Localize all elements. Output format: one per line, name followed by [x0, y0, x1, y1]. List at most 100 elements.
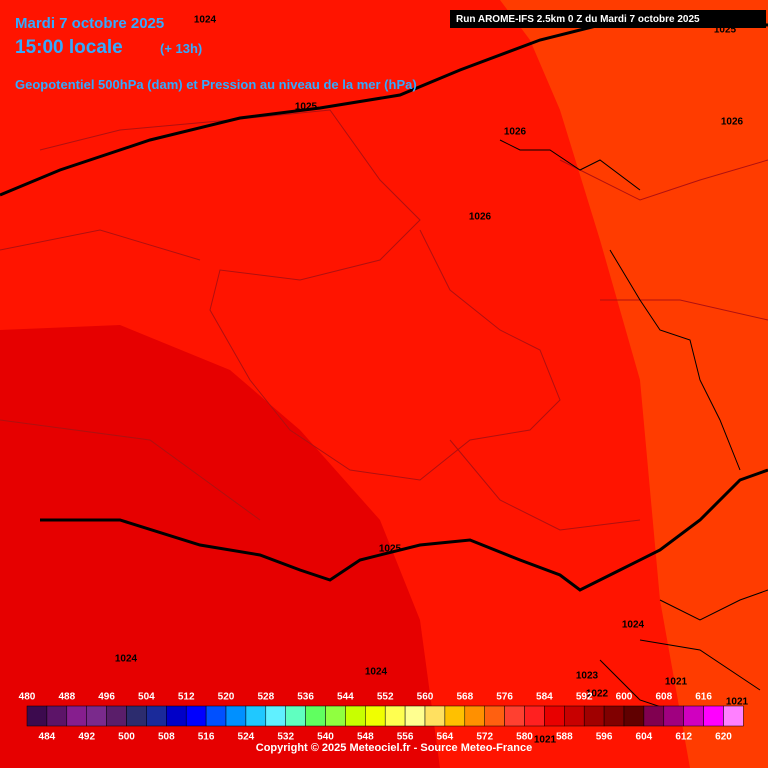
- legend-swatch: [384, 705, 406, 727]
- legend-swatch: [305, 705, 326, 727]
- legend-label: 488: [58, 692, 75, 703]
- legend-swatch: [285, 705, 306, 727]
- run-info: Run AROME-IFS 2.5km 0 Z du Mardi 7 octob…: [456, 14, 700, 25]
- legend-swatch: [464, 705, 485, 727]
- legend-label: 568: [456, 692, 473, 703]
- legend-swatch: [404, 705, 426, 727]
- time: 15:00 locale: [15, 37, 123, 58]
- legend-swatch: [325, 705, 346, 727]
- legend-swatch: [504, 705, 525, 727]
- legend-label: 560: [417, 692, 434, 703]
- legend-label: 484: [39, 732, 56, 743]
- isobar-label: 1024: [365, 667, 388, 678]
- legend-label: 576: [496, 692, 513, 703]
- legend-swatch: [146, 705, 167, 727]
- isobar-label: 1026: [504, 127, 527, 138]
- legend-label: 516: [198, 732, 215, 743]
- legend-label: 612: [675, 732, 692, 743]
- legend-label: 600: [616, 692, 633, 703]
- legend-label: 616: [695, 692, 712, 703]
- legend-label: 548: [357, 732, 374, 743]
- legend-swatch: [683, 705, 704, 727]
- isobar-label: 1025: [379, 544, 402, 555]
- legend-label: 524: [238, 732, 255, 743]
- legend-swatch: [225, 705, 247, 727]
- isobar-label: 1026: [721, 117, 744, 128]
- copyright: Copyright © 2025 Meteociel.fr - Source M…: [256, 742, 532, 754]
- isobar-label: 1022: [586, 689, 609, 700]
- legend-swatch: [484, 705, 505, 727]
- legend-label: 588: [556, 732, 573, 743]
- legend: 480 484 488 492 496 500 504 508 512 516 520 524 528 5…: [19, 692, 744, 743]
- legend-swatch: [66, 705, 87, 727]
- legend-label: 564: [437, 732, 454, 743]
- legend-label: 580: [516, 732, 533, 743]
- legend-swatch: [166, 705, 187, 727]
- coastlines: [499, 139, 768, 721]
- legend-swatch: [723, 705, 744, 727]
- date: Mardi 7 octobre 2025: [15, 15, 164, 32]
- legend-label: 596: [596, 732, 613, 743]
- legend-swatch: [46, 705, 68, 727]
- legend-swatch: [643, 705, 665, 727]
- legend-label: 552: [377, 692, 394, 703]
- legend-label: 492: [78, 732, 95, 743]
- legend-label: 528: [257, 692, 274, 703]
- legend-swatch: [623, 705, 645, 727]
- legend-label: 520: [218, 692, 235, 703]
- legend-swatch: [703, 705, 724, 727]
- isobar-label: 1024: [622, 620, 645, 631]
- legend-label: 556: [397, 732, 414, 743]
- isobar-label: 1021: [534, 735, 557, 746]
- legend-label: 620: [715, 732, 732, 743]
- legend-swatch: [126, 705, 147, 727]
- legend-swatch: [424, 705, 446, 727]
- legend-swatch: [544, 705, 565, 727]
- legend-swatch: [524, 705, 545, 727]
- legend-label: 604: [636, 732, 653, 743]
- legend-swatch: [365, 705, 386, 727]
- legend-label: 496: [98, 692, 115, 703]
- run-banner: [450, 10, 766, 28]
- isobar-label: 1021: [665, 677, 688, 688]
- legend-swatch: [86, 705, 107, 727]
- isobar-label: 1024: [115, 654, 138, 665]
- isobar-labels: 1024 1025 1026 1026 1026 1025 1024 1024 1024 1023…: [115, 15, 749, 746]
- legend-swatch: [345, 705, 366, 727]
- lead-time: (+ 13h): [160, 41, 202, 56]
- legend-label: 512: [178, 692, 195, 703]
- legend-swatch: [603, 705, 625, 727]
- legend-swatch: [583, 705, 605, 727]
- legend-swatch: [245, 705, 267, 727]
- legend-swatch: [265, 705, 286, 727]
- legend-label: 592: [576, 692, 593, 703]
- isobar-label: 1025: [714, 25, 737, 36]
- legend-label: 584: [536, 692, 553, 703]
- legend-label: 572: [476, 732, 493, 743]
- legend-label: 608: [655, 692, 672, 703]
- field-dark: [0, 325, 440, 768]
- legend-label: 480: [19, 692, 36, 703]
- borders: [0, 109, 768, 531]
- isobar-label: 1021: [726, 697, 749, 708]
- isobar-label: 1024: [194, 15, 217, 26]
- legend-label: 500: [118, 732, 135, 743]
- legend-swatch: [205, 705, 227, 727]
- legend-label: 540: [317, 732, 334, 743]
- legend-swatch: [564, 705, 585, 727]
- isobar-label: 1023: [576, 671, 599, 682]
- legend-label: 504: [138, 692, 155, 703]
- legend-label: 532: [277, 732, 294, 743]
- legend-label: 536: [297, 692, 314, 703]
- legend-swatch: [663, 705, 684, 727]
- legend-swatch: [106, 705, 127, 727]
- legend-label: 544: [337, 692, 354, 703]
- isobar-label: 1025: [295, 102, 318, 113]
- legend-swatch: [185, 705, 207, 727]
- legend-label: 508: [158, 732, 175, 743]
- subtitle: Geopotentiel 500hPa (dam) et Pression au…: [15, 77, 417, 92]
- legend-swatch: [444, 705, 466, 727]
- field-orange: [500, 0, 768, 768]
- isobar-label: 1026: [469, 212, 492, 223]
